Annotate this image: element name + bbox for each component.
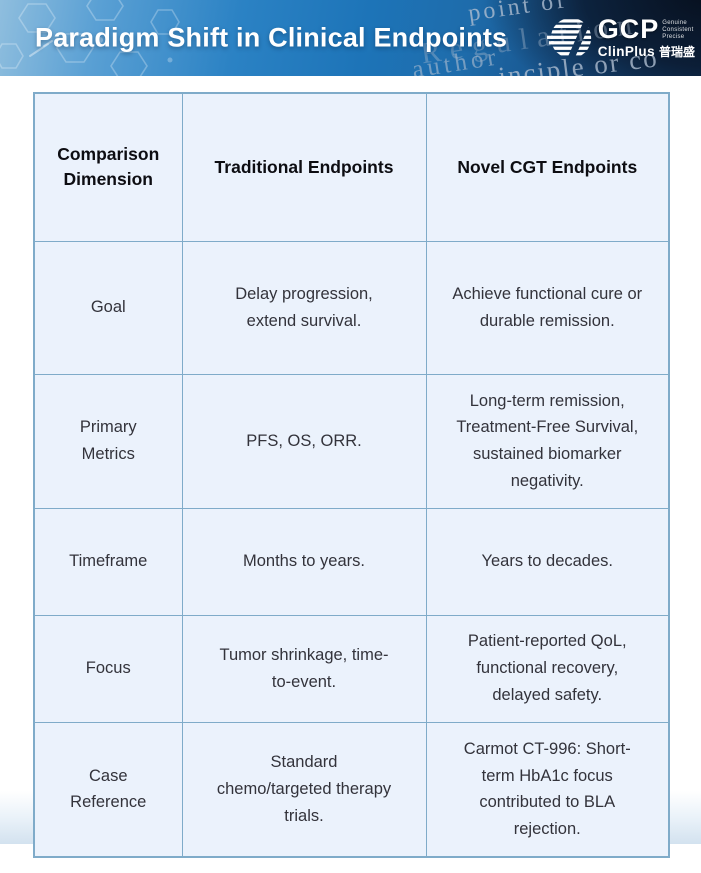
row-label: Primary Metrics — [33, 373, 183, 509]
page-title: Paradigm Shift in Clinical Endpoints — [35, 22, 508, 53]
comparison-table: Comparison Dimension Traditional Endpoin… — [33, 92, 670, 858]
tagline-line: Genuine — [662, 20, 688, 27]
gcp-clinplus-logo: GCP Genuine Consistent Precise ClinPlus … — [546, 14, 695, 62]
row-label: Goal — [33, 240, 183, 375]
logo-name: ClinPlus — [597, 44, 655, 60]
logo-chinese-name: 普瑞盛 — [658, 45, 695, 60]
tagline-line: Consistent — [662, 27, 694, 34]
table-row: Case Reference Standard chemo/targeted t… — [33, 721, 670, 858]
globe-icon — [546, 19, 593, 56]
novel-cell: Achieve functional cure or durable remis… — [425, 240, 670, 375]
traditional-cell: Standard chemo/targeted therapy trials. — [181, 721, 427, 858]
logo-tagline: Genuine Consistent Precise — [662, 17, 693, 40]
column-header-traditional: Traditional Endpoints — [181, 92, 427, 242]
traditional-cell: Months to years. — [181, 507, 427, 616]
tagline-line: Precise — [662, 34, 685, 41]
logo-text-block: GCP Genuine Consistent Precise ClinPlus … — [597, 14, 695, 60]
logo-acronym: GCP — [597, 14, 660, 45]
table-row: Focus Tumor shrinkage, time-to-event. Pa… — [33, 614, 670, 723]
column-header-dimension: Comparison Dimension — [33, 92, 183, 242]
column-header-novel: Novel CGT Endpoints — [425, 92, 670, 242]
table-row: Goal Delay progression, extend survival.… — [33, 240, 670, 375]
row-label: Focus — [33, 614, 183, 723]
header-banner: point of Regulation author inciple or co… — [0, 0, 701, 76]
row-label: Case Reference — [33, 721, 183, 858]
novel-cell: Patient-reported QoL, functional recover… — [425, 614, 670, 723]
traditional-cell: Tumor shrinkage, time-to-event. — [181, 614, 427, 723]
traditional-cell: PFS, OS, ORR. — [181, 373, 427, 509]
table-row: Primary Metrics PFS, OS, ORR. Long-term … — [33, 373, 670, 509]
molecule-hexagon-decoration — [0, 0, 180, 76]
table-header-row: Comparison Dimension Traditional Endpoin… — [33, 92, 670, 242]
novel-cell: Years to decades. — [425, 507, 670, 616]
novel-cell: Long-term remission, Treatment-Free Surv… — [425, 373, 670, 509]
table-row: Timeframe Months to years. Years to deca… — [33, 507, 670, 616]
novel-cell: Carmot CT-996: Short-term HbA1c focus co… — [425, 721, 670, 858]
traditional-cell: Delay progression, extend survival. — [181, 240, 427, 375]
row-label: Timeframe — [33, 507, 183, 616]
